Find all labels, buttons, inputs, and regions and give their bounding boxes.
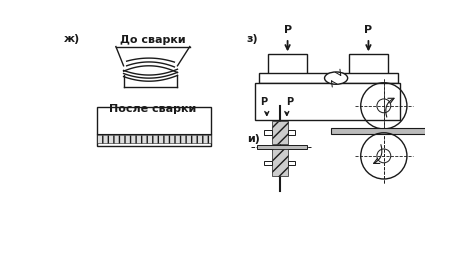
Text: P: P	[286, 97, 293, 107]
Text: P: P	[283, 25, 292, 35]
Text: и): и)	[247, 134, 260, 144]
Text: После сварки: После сварки	[109, 104, 196, 114]
Text: До сварки: До сварки	[120, 35, 186, 45]
Text: P: P	[260, 97, 267, 107]
Bar	[268, 54, 307, 73]
Bar	[349, 54, 388, 73]
Ellipse shape	[325, 72, 347, 84]
Text: з): з)	[247, 34, 258, 44]
Bar	[97, 135, 211, 143]
Bar	[331, 128, 439, 134]
Bar	[272, 121, 288, 144]
Bar	[259, 73, 399, 83]
Bar	[257, 145, 307, 149]
Bar	[272, 149, 288, 176]
Text: P: P	[365, 25, 373, 35]
Bar	[288, 160, 295, 165]
Bar	[288, 131, 295, 135]
Bar	[264, 131, 272, 135]
Text: ж): ж)	[64, 34, 80, 44]
Bar	[97, 107, 211, 146]
Bar	[264, 160, 272, 165]
Bar	[255, 83, 400, 120]
